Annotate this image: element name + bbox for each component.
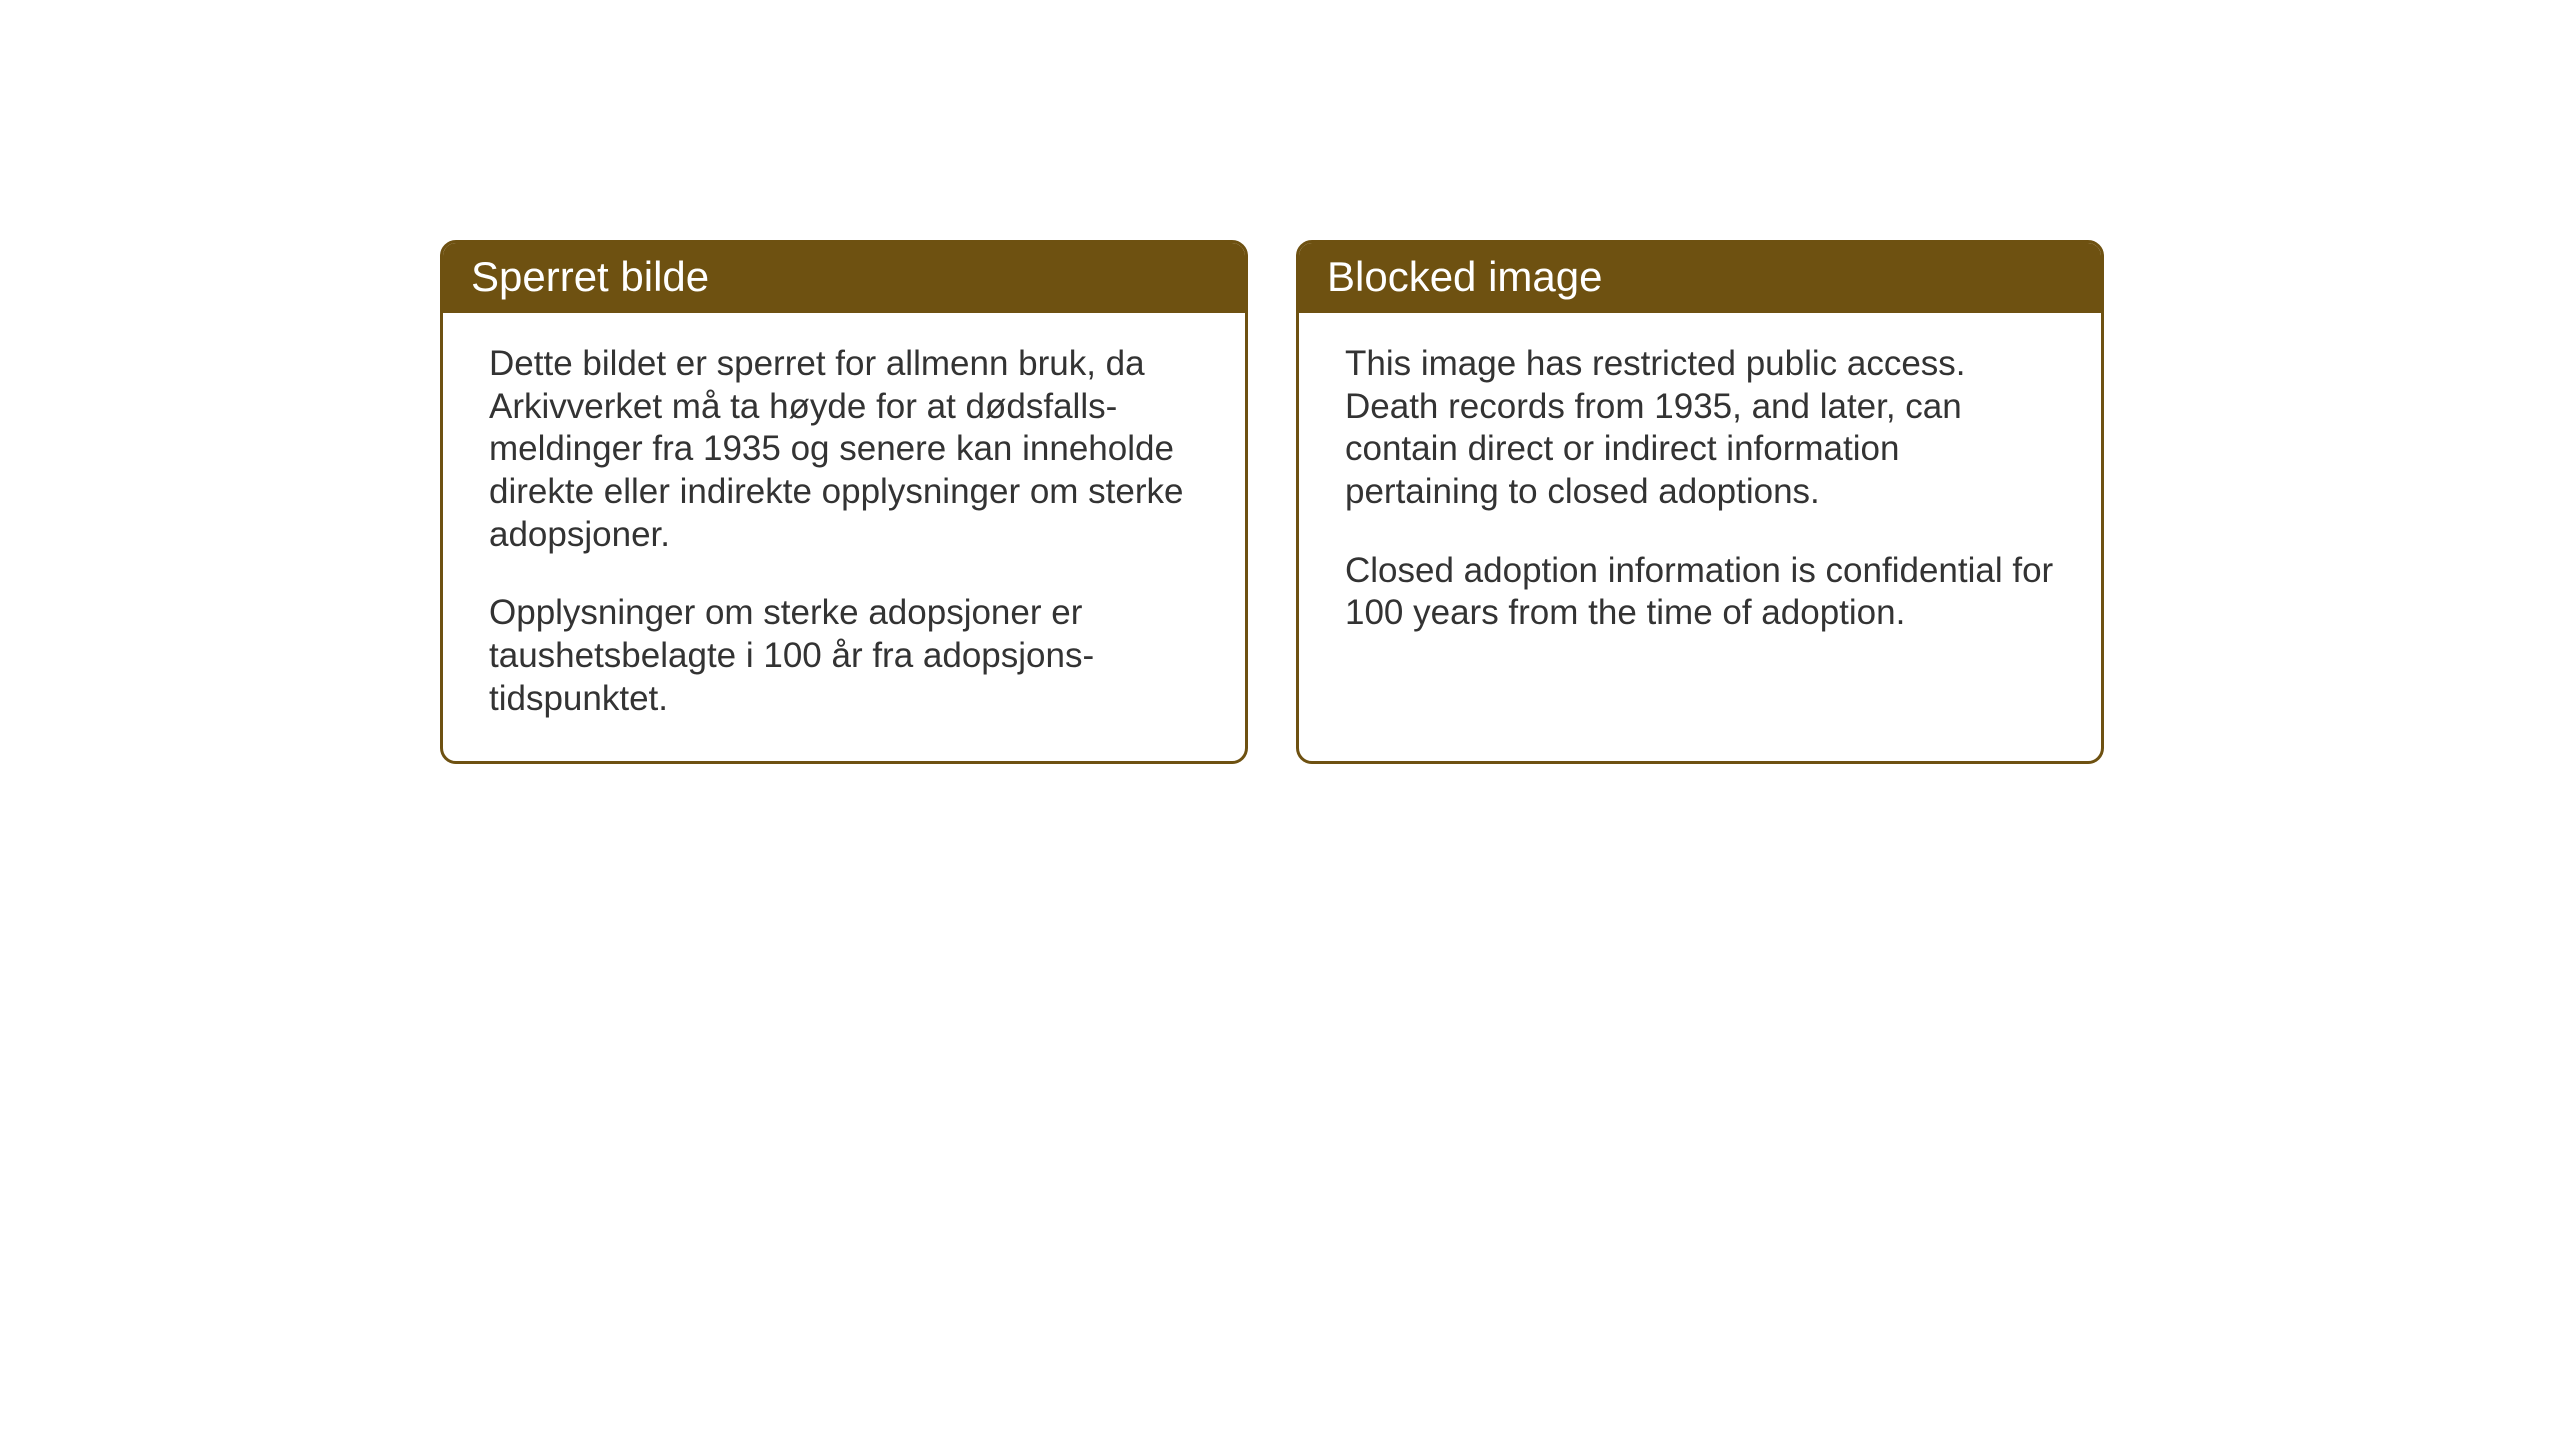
cards-container: Sperret bilde Dette bildet er sperret fo… <box>0 0 2560 764</box>
card-header-norwegian: Sperret bilde <box>443 243 1245 313</box>
paragraph-norwegian-1: Dette bildet er sperret for allmenn bruk… <box>489 343 1199 556</box>
paragraph-english-1: This image has restricted public access.… <box>1345 343 2055 514</box>
paragraph-norwegian-2: Opplysninger om sterke adopsjoner er tau… <box>489 592 1199 720</box>
card-norwegian: Sperret bilde Dette bildet er sperret fo… <box>440 240 1248 764</box>
card-english: Blocked image This image has restricted … <box>1296 240 2104 764</box>
card-body-english: This image has restricted public access.… <box>1299 313 2101 753</box>
card-header-english: Blocked image <box>1299 243 2101 313</box>
card-body-norwegian: Dette bildet er sperret for allmenn bruk… <box>443 313 1245 761</box>
paragraph-english-2: Closed adoption information is confident… <box>1345 550 2055 635</box>
